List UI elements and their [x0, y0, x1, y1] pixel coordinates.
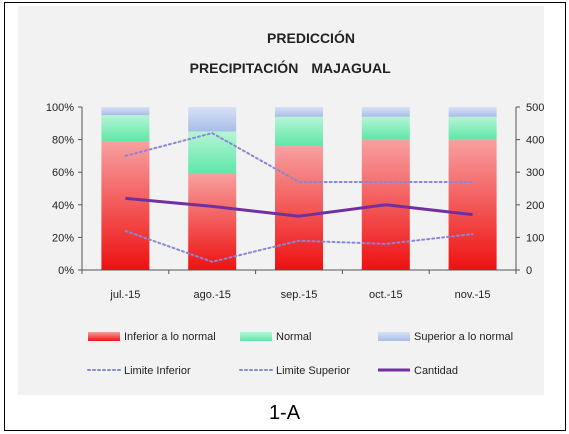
- y-right-tick-label: 500: [526, 102, 544, 114]
- legend-normal-label: Normal: [276, 331, 311, 343]
- y-right-tick-label: 400: [526, 135, 544, 147]
- bars-layer: [101, 107, 497, 270]
- legend-cantidad-label: Cantidad: [414, 365, 458, 377]
- line-cantidad: [125, 196, 473, 218]
- chart-title-majagual: MAJAGUAL: [311, 60, 391, 76]
- legend-inferior-a-lo-normal-swatch: [88, 332, 120, 341]
- y-right-tick-label: 200: [526, 200, 544, 212]
- legend-inferior-a-lo-normal-label: Inferior a lo normal: [124, 331, 216, 343]
- y-left-tick-label: 80%: [52, 135, 74, 147]
- legend-normal-swatch: [240, 332, 272, 341]
- chart-panel: PREDICCIÓN PRECIPITACIÓN MAJAGUAL 0% 0 20%…: [18, 6, 544, 395]
- bar-inferior-a-lo-normal-nov-15: [448, 139, 497, 270]
- bar-superior-a-lo-normal-ago-15: [188, 107, 237, 132]
- bar-superior-a-lo-normal-nov-15: [448, 107, 497, 117]
- figure-frame: [4, 2, 566, 431]
- bar-superior-a-lo-normal-sep-15: [275, 107, 323, 117]
- y-left-tick-label: 40%: [52, 200, 74, 212]
- legend-superior-a-lo-normal-swatch: [378, 332, 410, 341]
- lines-layer: [124, 132, 474, 263]
- x-tick-label-ago-15: ago.-15: [194, 289, 231, 301]
- bar-inferior-a-lo-normal-sep-15: [275, 146, 323, 270]
- y-left-tick-label: 0%: [58, 265, 74, 277]
- x-tick-label-oct-15: oct.-15: [369, 289, 403, 301]
- line-limite-superior: [124, 132, 474, 183]
- legend-limite-superior-label: Limite Superior: [276, 365, 350, 377]
- chart-title-precipitacion: PRECIPITACIÓN: [190, 59, 299, 76]
- bar-superior-a-lo-normal-oct-15: [361, 107, 410, 117]
- bar-inferior-a-lo-normal-ago-15: [188, 173, 237, 270]
- y-left-tick-label: 100%: [46, 102, 74, 114]
- figure-caption: 1-A: [268, 402, 301, 424]
- bar-normal-nov-15: [448, 116, 497, 140]
- bar-normal-jul-15: [101, 115, 150, 142]
- y-right-tick-label: 0: [526, 265, 532, 277]
- legend: Inferior a lo normal Normal Superior a lo …: [87, 331, 513, 377]
- precipitation-chart: PREDICCIÓN PRECIPITACIÓN MAJAGUAL 0% 0 20%…: [46, 29, 544, 377]
- bar-normal-ago-15: [188, 131, 237, 174]
- line-limite-inferior: [124, 229, 474, 263]
- bar-normal-oct-15: [361, 116, 410, 140]
- x-tick-label-nov-15: nov.-15: [455, 289, 491, 301]
- bar-inferior-a-lo-normal-jul-15: [101, 141, 150, 270]
- y-right-tick-label: 100: [526, 232, 544, 244]
- legend-superior-a-lo-normal-label: Superior a lo normal: [414, 331, 513, 343]
- y-left-tick-label: 20%: [52, 232, 74, 244]
- x-tick-label-sep-15: sep.-15: [281, 289, 318, 301]
- bar-superior-a-lo-normal-jul-15: [101, 107, 150, 116]
- legend-limite-inferior-label: Limite Inferior: [124, 365, 191, 377]
- x-tick-label-jul-15: jul.-15: [109, 289, 140, 301]
- bar-normal-sep-15: [275, 116, 323, 147]
- y-left-tick-label: 60%: [52, 167, 74, 179]
- y-right-tick-label: 300: [526, 167, 544, 179]
- axes-layer: 0% 0 20% 100 40% 200 60% 300 80% 400 100% 500 jul.-1…: [46, 102, 544, 301]
- chart-title-line1: PREDICCIÓN: [267, 29, 355, 46]
